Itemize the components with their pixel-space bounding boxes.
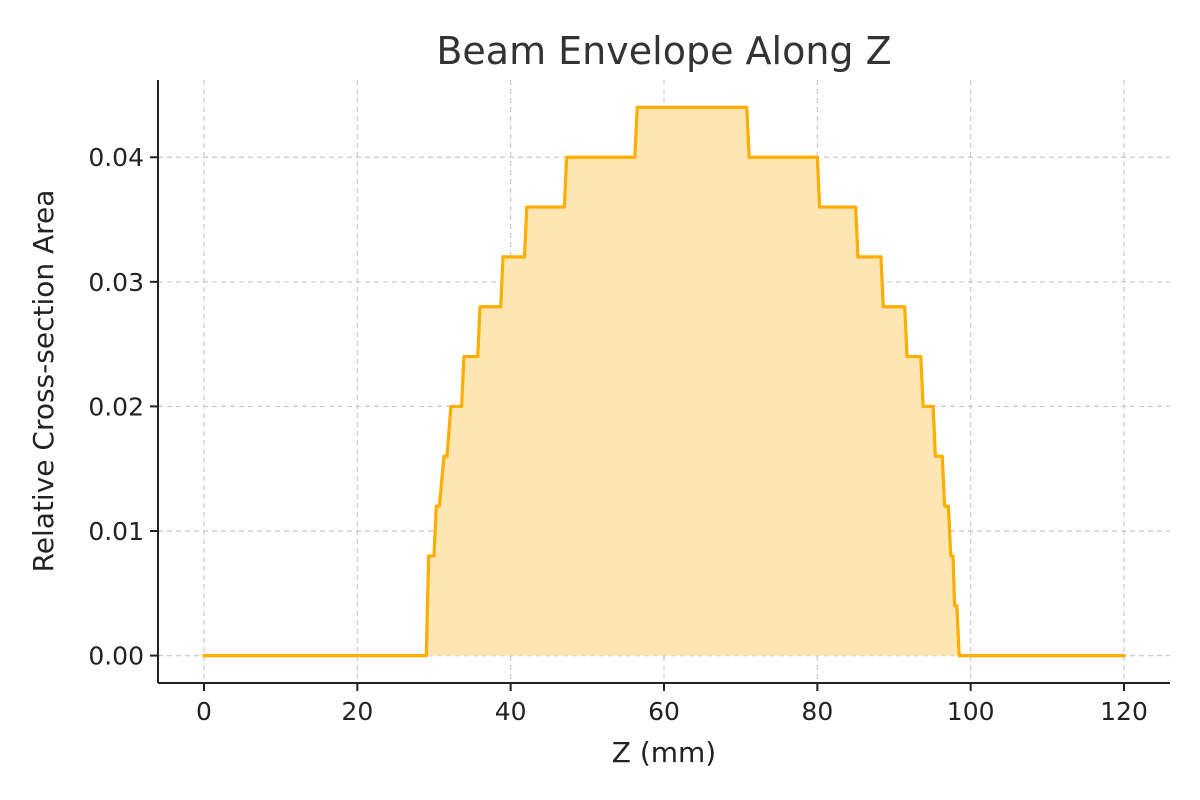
y-axis-label: Relative Cross-section Area [27, 190, 60, 573]
y-tick-label: 0.04 [88, 143, 144, 172]
x-tick-label: 120 [1100, 697, 1148, 726]
x-tick-label: 100 [947, 697, 995, 726]
y-tick-label: 0.03 [88, 268, 144, 297]
x-tick-label: 80 [801, 697, 833, 726]
plot-area [202, 105, 1126, 658]
series-line [202, 105, 1126, 658]
x-tick-label: 40 [495, 697, 527, 726]
chart-title: Beam Envelope Along Z [436, 29, 891, 73]
x-tick-label: 0 [196, 697, 212, 726]
y-tick-label: 0.02 [88, 392, 144, 421]
axes [150, 80, 1170, 691]
x-tick-label: 60 [648, 697, 680, 726]
tick-labels: 0 20 40 60 80 100 120 0.00 0.01 0.02 0.03 0.04 [88, 143, 1148, 726]
x-axis-label: Z (mm) [612, 736, 716, 769]
x-tick-label: 20 [341, 697, 373, 726]
y-tick-label: 0.01 [88, 517, 144, 546]
y-tick-label: 0.00 [88, 642, 144, 671]
series-area-fill [204, 107, 1124, 656]
